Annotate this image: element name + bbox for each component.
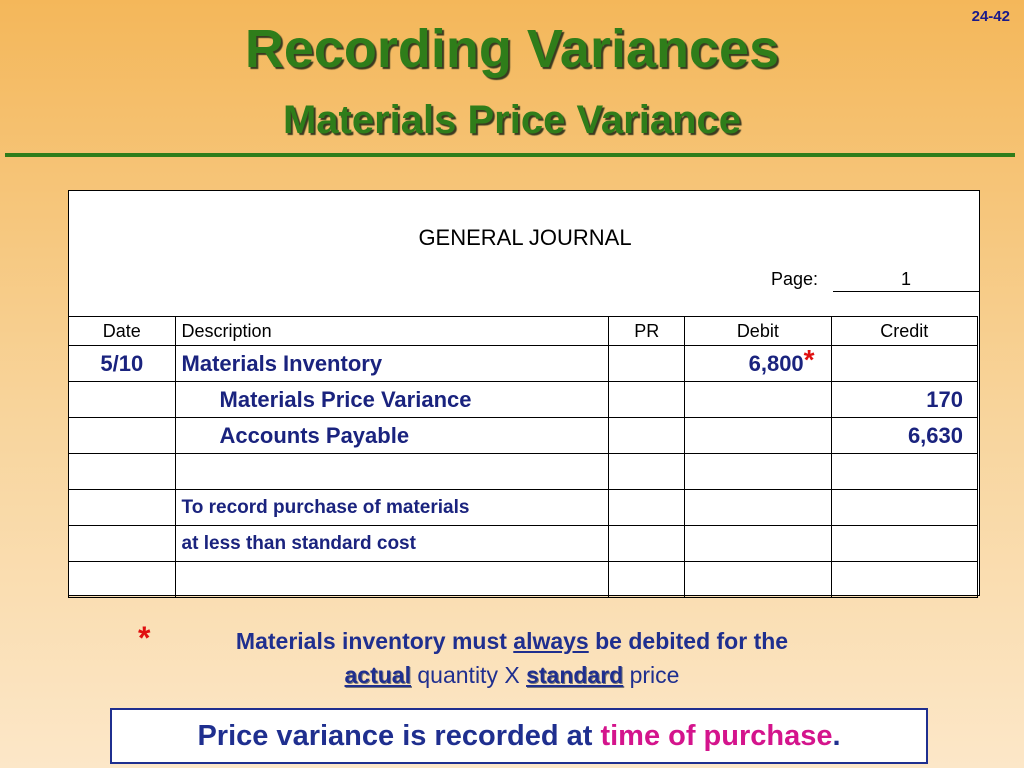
credit-cell	[830, 345, 979, 382]
subtitle: Materials Price Variance	[282, 98, 742, 142]
journal-title: GENERAL JOURNAL	[418, 225, 632, 250]
description-cell	[174, 561, 610, 598]
credit-cell: 170	[830, 381, 979, 418]
pr-cell	[608, 417, 686, 454]
description-cell: Materials Price Variance	[174, 381, 610, 418]
slide-number: 24-42	[971, 8, 1010, 25]
journal-row	[68, 453, 979, 490]
date-cell	[68, 453, 176, 490]
credit-cell	[830, 489, 979, 526]
divider	[5, 153, 1015, 157]
debit-cell	[684, 381, 832, 418]
header-cell: PR	[608, 316, 686, 346]
credit-cell: 6,630	[830, 417, 979, 454]
explanation-cell: at less than standard cost	[174, 525, 610, 562]
header-cell: Description	[174, 316, 610, 346]
debit-cell	[684, 453, 832, 490]
header-cell: Date	[68, 316, 176, 346]
journal-row: Accounts Payable 6,630	[68, 417, 979, 454]
date-cell	[68, 489, 176, 526]
date-cell: 5/10	[68, 345, 176, 382]
pr-cell	[608, 489, 686, 526]
pr-cell	[608, 561, 686, 598]
journal-row: Materials Price Variance 170	[68, 381, 979, 418]
pr-cell	[608, 381, 686, 418]
date-cell	[68, 417, 176, 454]
explanation-cell: To record purchase of materials	[174, 489, 610, 526]
description-cell: Materials Inventory	[174, 345, 610, 382]
footnote-line: actual quantity X standard price	[0, 658, 1024, 692]
footnote: Materials inventory must always be debit…	[0, 624, 1024, 692]
header-cell: Credit	[830, 316, 979, 346]
footnote-text: quantity X	[411, 662, 527, 688]
pr-cell	[608, 453, 686, 490]
journal-row: at less than standard cost	[68, 525, 979, 562]
journal-row	[68, 561, 979, 598]
title: Recording Variances	[244, 19, 780, 79]
debit-cell	[684, 417, 832, 454]
footnote-text: standard	[526, 662, 624, 688]
footnote-text: price	[623, 662, 680, 688]
footnote-text: always	[513, 628, 589, 654]
credit-cell	[830, 525, 979, 562]
debit-note: *	[803, 343, 815, 375]
date-cell	[68, 561, 176, 598]
header-cell: Debit	[684, 316, 832, 346]
footnote-line: Materials inventory must always be debit…	[0, 624, 1024, 658]
footnote-text: actual	[344, 662, 411, 688]
footnote-text: Materials inventory must	[235, 628, 514, 654]
journal-row: To record purchase of materials	[68, 489, 979, 526]
callout-text: .	[832, 720, 841, 752]
page-label: Page:	[771, 269, 819, 289]
callout-text: time of purchase	[600, 720, 833, 752]
header-row: Date Description PR Debit Credit	[68, 316, 979, 346]
debit-cell	[684, 561, 832, 598]
callout: Price variance is recorded at time of pu…	[110, 708, 928, 764]
credit-cell	[830, 561, 979, 598]
credit-cell	[830, 453, 979, 490]
footnote-text: be debited for the	[588, 628, 789, 654]
description-cell: Accounts Payable	[174, 417, 610, 454]
debit-cell	[684, 489, 832, 526]
debit-cell: 6,800*	[684, 343, 832, 382]
journal-row: 5/10 Materials Inventory 6,800*	[68, 343, 979, 382]
footnote-marker: *	[138, 620, 151, 656]
date-cell	[68, 381, 176, 418]
journal-table: Date Description PR Debit Credit 5/10 Material…	[68, 316, 979, 598]
pr-cell	[608, 345, 686, 382]
date-cell	[68, 525, 176, 562]
debit-cell	[684, 525, 832, 562]
callout-text: Price variance is recorded at	[197, 720, 601, 752]
page-number: 1	[833, 269, 979, 292]
pr-cell	[608, 525, 686, 562]
description-cell	[174, 453, 610, 490]
journal: GENERAL JOURNAL Page: 1 Date Description P…	[68, 190, 980, 598]
